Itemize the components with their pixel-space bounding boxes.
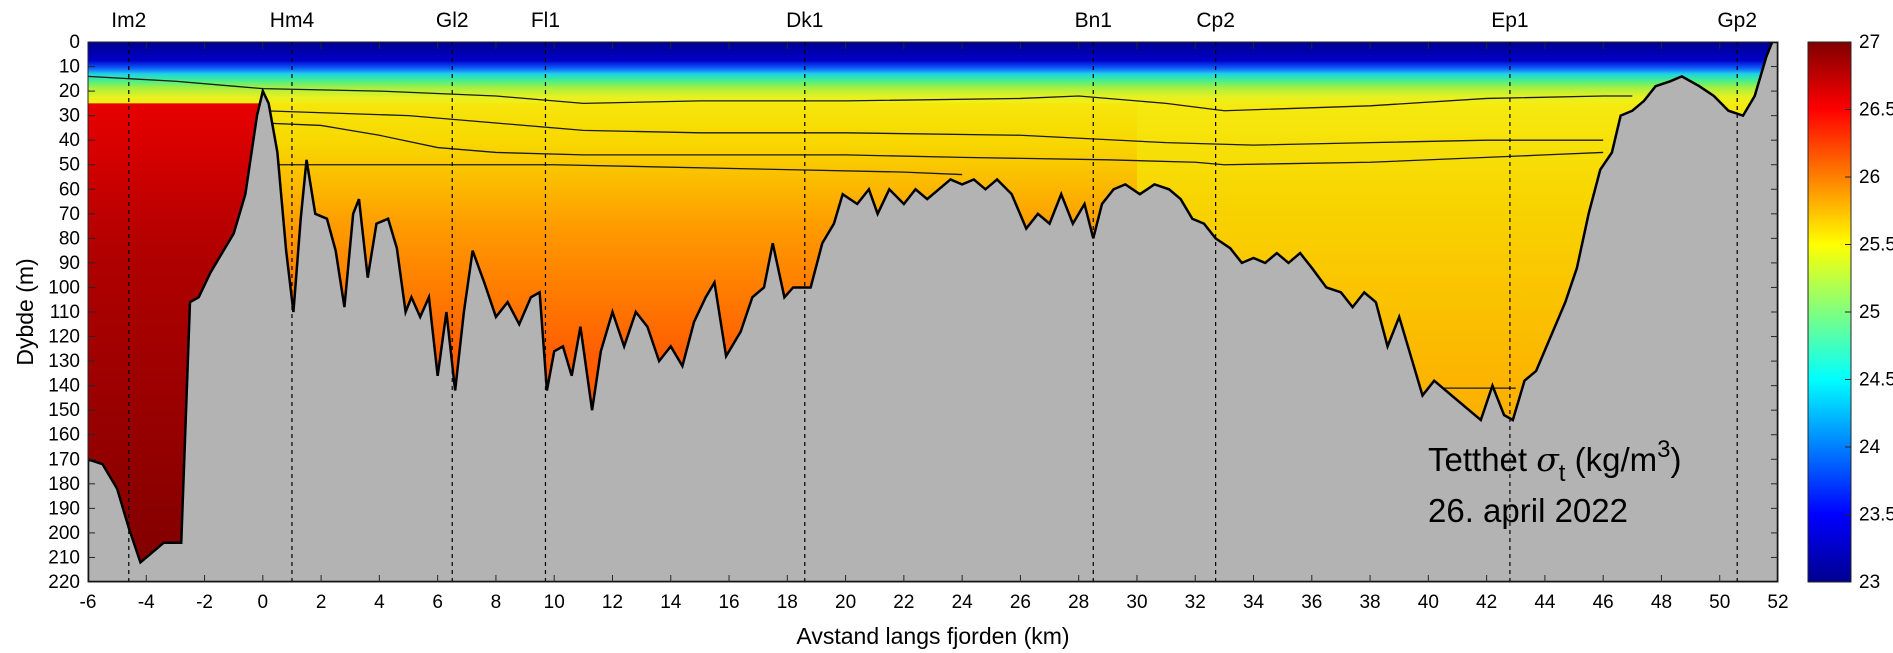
annotation-title: Tetthet σt (kg/m3) [1428,436,1681,487]
x-tick-label: 6 [432,592,443,613]
annotation-date: 26. april 2022 [1428,492,1628,529]
y-tick-label: 0 [69,32,80,53]
x-tick-label: 42 [1476,592,1497,613]
y-tick-label: 160 [48,425,80,446]
x-tick-label: 4 [374,592,385,613]
colorbar-tick-label: 23 [1859,572,1880,593]
x-tick-label: 34 [1243,592,1265,613]
y-axis: 0 10 20 30 40 50 60 70 80 90 100 110 120 130 140 150 160… [48,32,1778,593]
isopycnal-line [262,110,1604,146]
x-tick-label: 14 [660,592,682,613]
y-tick-label: 110 [50,302,80,323]
x-axis: -6 -4 -2 0 2 4 6 8 10 12 14 16 18 20 22 24 26 28 30 32 34 36 3… [80,42,1789,613]
x-tick-label: 12 [602,592,623,613]
colorbar-tick-label: 23.5 [1859,505,1893,526]
y-tick-label: 70 [59,204,80,225]
x-tick-label: 2 [316,592,327,613]
x-tick-label: 24 [952,592,974,613]
station-label: Ep1 [1491,9,1528,32]
x-tick-label: 32 [1185,592,1206,613]
y-tick-label: 10 [59,57,80,78]
y-tick-label: 150 [48,400,80,421]
station-label: Gp2 [1717,9,1757,32]
colorbar-tick-label: 24.5 [1859,370,1893,391]
y-tick-label: 90 [59,253,80,274]
x-tick-label: 8 [491,592,502,613]
x-tick-label: 18 [777,592,798,613]
colorbar-tick-label: 24 [1859,437,1881,458]
colorbar-tick-label: 25.5 [1859,235,1893,256]
y-tick-label: 180 [48,474,80,495]
colorbar-tick-label: 27 [1859,32,1880,53]
y-tick-label: 170 [48,449,80,470]
y-tick-label: 20 [59,81,80,102]
colorbar-tick-label: 26.5 [1859,100,1893,121]
station-markers [128,42,1738,582]
x-tick-label: 16 [718,592,739,613]
x-tick-label: 46 [1593,592,1614,613]
x-tick-label: -6 [80,592,97,613]
station-label: Cp2 [1196,9,1235,32]
y-tick-label: 50 [59,155,80,176]
station-label: Im2 [111,9,146,32]
x-tick-label: 28 [1068,592,1089,613]
station-label: Fl1 [531,9,560,32]
isopycnal-line [262,164,963,176]
x-tick-label: 48 [1651,592,1672,613]
station-label: Gl2 [436,9,469,32]
surface-layer-density [88,42,1778,104]
x-tick-label: 20 [835,592,856,613]
x-tick-label: 44 [1534,592,1556,613]
colorbar-tick-label: 25 [1859,302,1880,323]
isopycnal-line [262,122,1604,166]
isopycnal-contours [88,75,1633,389]
y-tick-label: 100 [48,277,80,298]
x-axis-label: Avstand langs fjorden (km) [796,623,1069,649]
x-tick-label: 22 [893,592,914,613]
y-tick-label: 80 [59,228,80,249]
y-tick-label: 190 [48,498,80,519]
seabed-bathymetry [88,42,1778,582]
isopycnal-line [88,75,1633,112]
x-tick-label: 0 [258,592,269,613]
x-tick-label: 36 [1301,592,1322,613]
y-tick-label: 210 [48,547,80,568]
plot-annotation: Tetthet σt (kg/m3) 26. april 2022 [1428,436,1681,529]
x-tick-label: 10 [544,592,565,613]
y-tick-label: 140 [48,376,80,397]
x-tick-label: 40 [1418,592,1439,613]
colorbar-ticks: 23 23.5 24 24.5 25 25.5 26 26.5 27 [1845,32,1893,593]
station-label: Bn1 [1075,9,1112,32]
x-tick-label: 30 [1126,592,1147,613]
y-tick-label: 200 [48,523,80,544]
x-tick-label: 38 [1359,592,1380,613]
station-label: Dk1 [786,9,823,32]
y-tick-label: 40 [59,130,80,151]
y-tick-label: 130 [48,351,80,372]
colorbar-gradient [1807,41,1852,583]
x-tick-label: 50 [1709,592,1730,613]
x-tick-label: 26 [1010,592,1031,613]
x-tick-label: 52 [1767,592,1788,613]
colorbar: 23 23.5 24 24.5 25 25.5 26 26.5 27 [1807,32,1893,593]
y-tick-label: 30 [59,106,80,127]
plot-area [88,42,1778,582]
y-axis-label: Dybde (m) [12,258,38,365]
x-tick-label: -2 [196,592,213,613]
y-tick-label: 220 [48,572,80,593]
y-tick-label: 60 [59,179,80,200]
colorbar-tick-label: 26 [1859,167,1880,188]
x-tick-label: -4 [138,592,155,613]
y-tick-label: 120 [48,327,80,348]
station-label: Hm4 [270,9,315,32]
